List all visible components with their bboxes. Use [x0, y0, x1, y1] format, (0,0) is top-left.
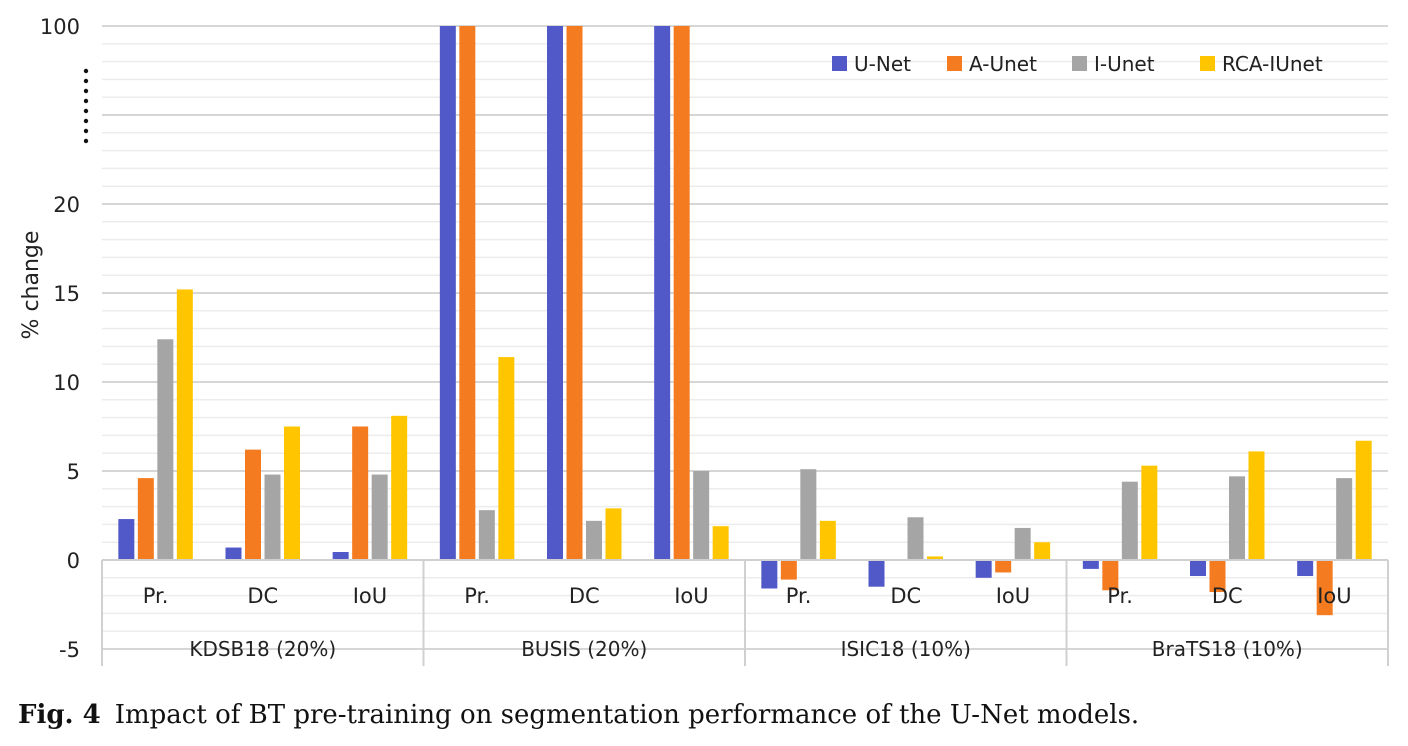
- bar-rca-iunet: [819, 520, 836, 560]
- group-label: ISIC18 (10%): [841, 637, 971, 661]
- bar-i-unet: [1014, 527, 1031, 560]
- bar-i-unet: [157, 339, 174, 560]
- bar-a-unet: [995, 560, 1012, 573]
- bar-u-net: [868, 560, 885, 587]
- bar-i-unet: [1121, 481, 1138, 560]
- category-label: Pr.: [786, 584, 812, 608]
- bar-rca-iunet: [1141, 465, 1158, 560]
- legend-label: RCA-IUnet: [1222, 52, 1323, 76]
- y-tick-label: 20: [53, 193, 80, 217]
- bar-i-unet: [1229, 476, 1245, 560]
- bar-i-unet: [907, 517, 924, 560]
- bar-a-unet: [780, 560, 797, 580]
- category-label: IoU: [353, 584, 387, 608]
- bar-u-net: [1297, 560, 1314, 577]
- bar-i-unet: [800, 469, 817, 560]
- bar-rca-iunet: [284, 426, 300, 560]
- group-label: BraTS18 (10%): [1152, 637, 1303, 661]
- y-tick-label: 100: [40, 15, 80, 39]
- y-tick-label: 10: [53, 371, 80, 395]
- category-label: DC: [247, 584, 278, 608]
- category-label: Pr.: [143, 584, 169, 608]
- axis-break-dot: [83, 128, 89, 134]
- axis-break-dot: [83, 138, 89, 144]
- y-tick-label: 5: [67, 460, 80, 484]
- bar-rca-iunet: [1248, 451, 1265, 560]
- bar-i-unet: [693, 471, 710, 560]
- legend-label: U-Net: [854, 52, 911, 76]
- bar-u-net: [332, 551, 349, 560]
- axis-break-dot: [83, 108, 89, 114]
- category-label: DC: [1212, 584, 1243, 608]
- bar-u-net: [547, 26, 563, 560]
- bar-a-unet: [1316, 560, 1333, 616]
- axis-break-dot: [83, 68, 89, 74]
- caption-text: Impact of BT pre-training on segmentatio…: [114, 700, 1140, 730]
- bar-i-unet: [371, 474, 388, 560]
- category-label: Pr.: [1107, 584, 1133, 608]
- bar-a-unet: [1102, 560, 1119, 591]
- caption-label: Fig. 4: [18, 700, 101, 730]
- axis-break-dot: [83, 118, 89, 124]
- bar-rca-iunet: [391, 415, 408, 560]
- bar-i-unet: [264, 474, 281, 560]
- group-label: KDSB18 (20%): [189, 637, 336, 661]
- y-tick-label: -5: [59, 638, 80, 662]
- bar-rca-iunet: [1034, 542, 1051, 560]
- bar-a-unet: [566, 26, 583, 560]
- bar-u-net: [761, 560, 778, 589]
- legend-swatch: [947, 56, 962, 71]
- bar-a-unet: [245, 449, 261, 560]
- bar-u-net: [654, 26, 671, 560]
- bar-rca-iunet: [927, 556, 943, 560]
- legend-swatch: [832, 56, 847, 71]
- legend-swatch: [1200, 56, 1215, 71]
- bar-chart: -5 0 5 10 15 20 100 % change Pr. DC IoU KDSB18 (20%…: [19, 15, 1389, 666]
- legend-swatch: [1072, 56, 1087, 71]
- bar-rca-iunet: [1355, 440, 1372, 560]
- bar-i-unet: [478, 510, 495, 560]
- figure-caption: Fig. 4 Impact of BT pre-training on segme…: [18, 700, 1139, 730]
- legend-label: A-Unet: [969, 52, 1037, 76]
- bar-u-net: [975, 560, 992, 578]
- bar-a-unet: [1209, 560, 1226, 593]
- category-label: IoU: [674, 584, 708, 608]
- axis-break-dot: [83, 88, 89, 94]
- y-tick-label: 0: [67, 549, 80, 573]
- axis-break-dot: [83, 98, 89, 104]
- bar-rca-iunet: [176, 289, 193, 560]
- legend-label: I-Unet: [1094, 52, 1155, 76]
- y-axis-label: % change: [19, 231, 44, 340]
- bar-u-net: [118, 519, 135, 560]
- bar-rca-iunet: [712, 526, 729, 560]
- bar-a-unet: [137, 478, 154, 560]
- bar-u-net: [1190, 560, 1206, 577]
- bar-a-unet: [459, 26, 476, 560]
- category-label: IoU: [1317, 584, 1351, 608]
- bar-u-net: [439, 26, 456, 560]
- bar-a-unet: [673, 26, 690, 560]
- bar-a-unet: [352, 426, 369, 560]
- y-tick-label: 15: [53, 282, 80, 306]
- bar-u-net: [1082, 560, 1099, 569]
- axis-break-dot: [83, 78, 89, 84]
- group-label: BUSIS (20%): [521, 637, 647, 661]
- bar-u-net: [225, 547, 242, 560]
- category-label: DC: [569, 584, 600, 608]
- bar-rca-iunet: [498, 357, 515, 560]
- category-label: DC: [890, 584, 921, 608]
- category-label: Pr.: [464, 584, 490, 608]
- bar-rca-iunet: [605, 508, 622, 560]
- category-label: IoU: [996, 584, 1030, 608]
- bar-i-unet: [586, 520, 602, 560]
- bar-i-unet: [1336, 478, 1353, 560]
